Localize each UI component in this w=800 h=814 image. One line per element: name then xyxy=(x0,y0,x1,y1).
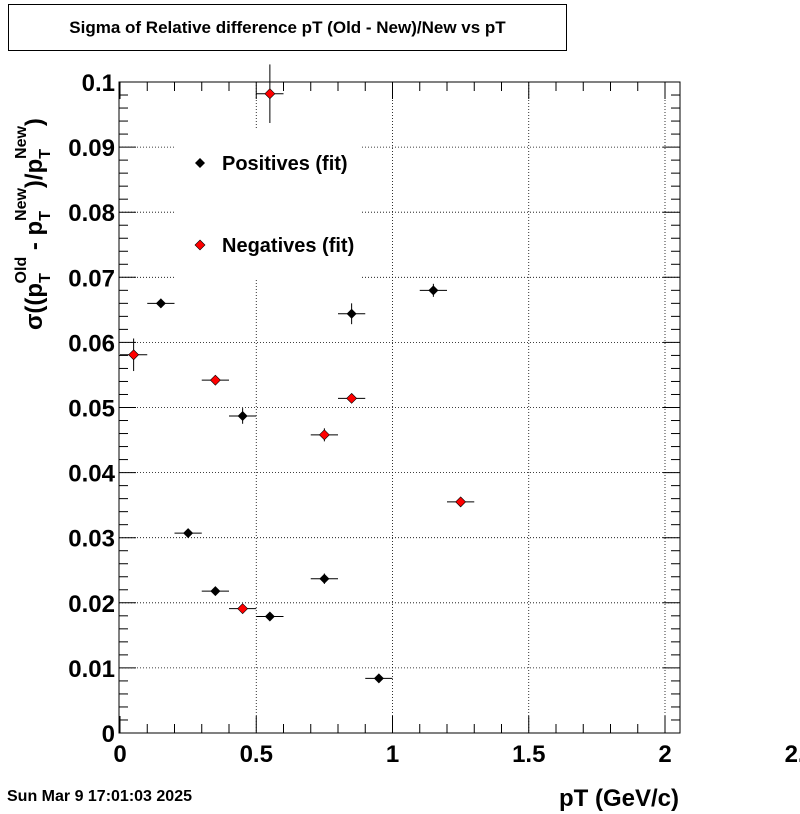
marker xyxy=(346,308,357,319)
axis-ticks xyxy=(119,81,680,734)
marker xyxy=(237,603,249,615)
marker xyxy=(155,298,166,309)
marker xyxy=(318,429,330,441)
y-tick-label: 0.05 xyxy=(68,396,115,423)
legend-label-negatives: Negatives (fit) xyxy=(222,235,354,257)
x-tick-label: 2 xyxy=(658,741,671,768)
data-point-positives xyxy=(229,408,257,424)
data-point-positives xyxy=(419,283,447,297)
y-tick-labels: 0 0.01 0.02 0.03 0.04 0.05 0.06 0.07 0.08 0.09 0.1 xyxy=(68,70,115,748)
marker xyxy=(455,496,467,508)
chart-title: Sigma of Relative difference pT (Old - N… xyxy=(8,4,567,51)
marker xyxy=(209,374,221,386)
y-tick-label: 0.06 xyxy=(68,330,115,357)
legend-marker-negatives xyxy=(194,239,206,251)
data-point-negatives xyxy=(256,64,284,124)
marker xyxy=(373,673,384,684)
y-tick-label: 0.09 xyxy=(68,135,115,162)
x-tick-label: 2.5 xyxy=(785,741,800,768)
x-tick-label: 1 xyxy=(386,741,399,768)
data-point-positives xyxy=(310,573,338,584)
data-point-negatives xyxy=(447,496,475,508)
marker xyxy=(128,349,140,361)
marker xyxy=(237,410,248,421)
legend-box xyxy=(175,130,361,278)
data-points xyxy=(120,64,475,684)
marker xyxy=(183,528,194,539)
marker xyxy=(264,88,276,100)
y-tick-label: 0.03 xyxy=(68,526,115,553)
data-point-positives xyxy=(147,298,175,309)
data-point-positives xyxy=(256,611,284,622)
marker xyxy=(210,586,221,597)
x-tick-label: 0 xyxy=(113,741,126,768)
y-axis-label: σ((pTOld - pTNew)/pTNew) xyxy=(13,118,54,330)
y-tick-label: 0.02 xyxy=(68,591,115,618)
data-point-negatives xyxy=(229,603,257,615)
y-tick-label: 0.1 xyxy=(82,70,115,97)
legend: Positives (fit) Negatives (fit) xyxy=(175,130,361,278)
legend-label-positives: Positives (fit) xyxy=(222,153,348,175)
y-tick-label: 0.07 xyxy=(68,265,115,292)
y-tick-label: 0.01 xyxy=(68,656,115,683)
y-tick-label: 0 xyxy=(102,721,115,748)
x-tick-label: 1.5 xyxy=(512,741,545,768)
data-point-positives xyxy=(201,586,229,597)
data-point-negatives xyxy=(310,428,338,442)
y-tick-label: 0.04 xyxy=(68,461,115,488)
data-point-positives xyxy=(365,673,393,684)
data-point-negatives xyxy=(338,392,366,404)
marker xyxy=(264,611,275,622)
x-axis-label: pT (GeV/c) xyxy=(559,785,679,812)
data-point-negatives xyxy=(120,338,148,372)
data-point-negatives xyxy=(201,374,229,386)
legend-marker-positives xyxy=(195,158,205,168)
x-tick-label: 0.5 xyxy=(240,741,273,768)
x-tick-labels: 00.511.522.533.54 xyxy=(113,741,800,768)
marker xyxy=(319,573,330,584)
data-point-positives xyxy=(174,528,202,539)
y-tick-label: 0.08 xyxy=(68,200,115,227)
data-point-positives xyxy=(338,303,366,325)
timestamp: Sun Mar 9 17:01:03 2025 xyxy=(7,788,192,805)
marker xyxy=(346,392,358,404)
marker xyxy=(428,285,439,296)
